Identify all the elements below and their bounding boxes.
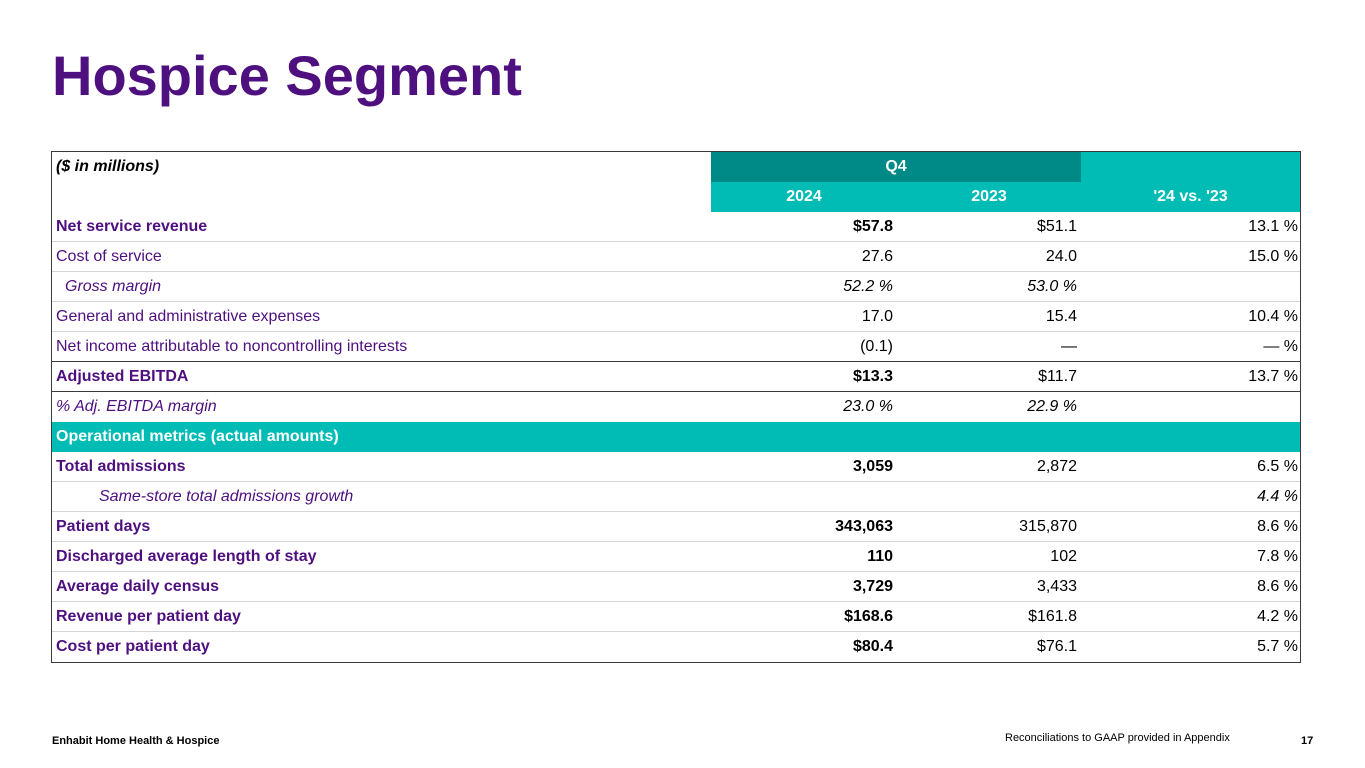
value-change: 4.4 %	[1257, 487, 1298, 505]
value-2023: 315,870	[1019, 517, 1077, 535]
value-2023: 22.9 %	[1027, 398, 1077, 415]
table-row-general-admin-expenses: General and administrative expenses 17.0…	[52, 302, 1300, 332]
row-label: Net income attributable to noncontrollin…	[56, 337, 408, 355]
row-label: Average daily census	[56, 577, 220, 595]
value-change: 13.7 %	[1248, 367, 1298, 385]
value-2024: $57.8	[852, 217, 893, 235]
row-label: Cost of service	[56, 247, 162, 265]
value-2024: 343,063	[835, 517, 893, 535]
footer-note: Reconciliations to GAAP provided in Appe…	[1005, 732, 1230, 744]
value-change: 15.0 %	[1248, 247, 1298, 265]
value-change: — %	[1263, 337, 1298, 355]
value-2023: 102	[1050, 547, 1077, 565]
value-2024: 110	[867, 547, 893, 565]
value-2024: 23.0 %	[843, 398, 893, 415]
footer-company: Enhabit Home Health & Hospice	[52, 735, 220, 747]
row-label: Adjusted EBITDA	[56, 367, 189, 385]
value-change: 8.6 %	[1257, 577, 1298, 595]
column-header-2024: 2024	[711, 182, 897, 212]
table-row-cost-per-patient-day: Cost per patient day $80.4 $76.1 5.7 %	[52, 632, 1300, 662]
value-change: 10.4 %	[1248, 307, 1298, 325]
value-2024: $168.6	[844, 607, 893, 625]
value-change: 5.7 %	[1257, 638, 1298, 655]
header-empty-cell	[52, 182, 711, 212]
page-title: Hospice Segment	[52, 44, 522, 107]
value-2024: $80.4	[852, 638, 893, 655]
row-label: Discharged average length of stay	[56, 547, 317, 565]
section-header-operational-metrics: Operational metrics (actual amounts)	[52, 422, 1300, 452]
value-2024: 3,729	[852, 577, 893, 595]
value-change	[1081, 272, 1300, 301]
value-change: 4.2 %	[1257, 607, 1298, 625]
row-label: Revenue per patient day	[56, 607, 241, 625]
value-2024: 17.0	[861, 307, 893, 325]
value-2024: 52.2 %	[843, 277, 893, 295]
table-header-period-row: ($ in millions) Q4	[52, 152, 1300, 182]
row-label: General and administrative expenses	[56, 307, 321, 325]
table-row-total-admissions: Total admissions 3,059 2,872 6.5 %	[52, 452, 1300, 482]
table-header-columns-row: 2024 2023 '24 vs. '23	[52, 182, 1300, 212]
table-row-average-daily-census: Average daily census 3,729 3,433 8.6 %	[52, 572, 1300, 602]
table-row-revenue-per-patient-day: Revenue per patient day $168.6 $161.8 4.…	[52, 602, 1300, 632]
value-2023: 53.0 %	[1027, 277, 1077, 295]
value-change: 6.5 %	[1257, 457, 1298, 475]
row-label: % Adj. EBITDA margin	[56, 398, 217, 415]
table-row-adjusted-ebitda: Adjusted EBITDA $13.3 $11.7 13.7 %	[52, 362, 1300, 392]
table-row-adj-ebitda-margin: % Adj. EBITDA margin 23.0 % 22.9 %	[52, 392, 1300, 422]
header-filler	[1081, 152, 1300, 182]
row-label: Cost per patient day	[56, 638, 210, 655]
value-2024: 3,059	[852, 457, 893, 475]
value-2023: $76.1	[1036, 638, 1077, 655]
value-2023	[897, 482, 1081, 511]
row-label: Total admissions	[56, 457, 186, 475]
table-row-noncontrolling-interests: Net income attributable to noncontrollin…	[52, 332, 1300, 362]
value-2024: 27.6	[861, 247, 893, 265]
value-2023: 24.0	[1045, 247, 1077, 265]
period-header: Q4	[711, 152, 1081, 182]
value-2024: (0.1)	[860, 337, 893, 355]
hospice-segment-table: ($ in millions) Q4 2024 2023 '24 vs. '23…	[51, 151, 1301, 663]
value-2023: 15.4	[1045, 307, 1077, 325]
value-2023: $11.7	[1038, 367, 1077, 385]
row-label: Net service revenue	[56, 217, 208, 235]
table-row-discharged-avg-length-of-stay: Discharged average length of stay 110 10…	[52, 542, 1300, 572]
row-label: Gross margin	[65, 277, 162, 295]
table-row-net-service-revenue: Net service revenue $57.8 $51.1 13.1 %	[52, 212, 1300, 242]
value-2023: 3,433	[1036, 577, 1077, 595]
value-2023: $161.8	[1028, 607, 1077, 625]
page-number: 17	[1301, 735, 1314, 747]
row-label: Patient days	[56, 517, 151, 535]
value-2024: $13.3	[852, 367, 893, 385]
value-2024	[711, 482, 897, 511]
value-change: 13.1 %	[1248, 217, 1298, 235]
value-2023: $51.1	[1036, 217, 1077, 235]
table-row-cost-of-service: Cost of service 27.6 24.0 15.0 %	[52, 242, 1300, 272]
units-label: ($ in millions)	[56, 158, 160, 175]
value-2023: 2,872	[1036, 457, 1077, 475]
row-label: Same-store total admissions growth	[99, 487, 354, 505]
column-header-2023: 2023	[897, 182, 1081, 212]
value-change: 7.8 %	[1257, 547, 1298, 565]
column-header-change: '24 vs. '23	[1081, 182, 1300, 212]
value-change	[1081, 392, 1300, 422]
table-row-gross-margin: Gross margin 52.2 % 53.0 %	[52, 272, 1300, 302]
table-row-patient-days: Patient days 343,063 315,870 8.6 %	[52, 512, 1300, 542]
value-2023: —	[1061, 337, 1077, 355]
table-row-same-store-admissions-growth: Same-store total admissions growth 4.4 %	[52, 482, 1300, 512]
value-change: 8.6 %	[1257, 517, 1298, 535]
